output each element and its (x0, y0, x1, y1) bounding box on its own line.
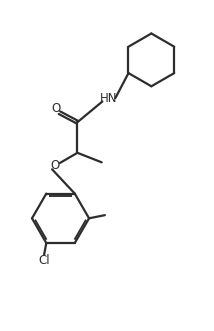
Text: HN: HN (100, 92, 118, 106)
Text: Cl: Cl (38, 254, 50, 267)
Text: O: O (51, 159, 60, 172)
Text: O: O (51, 102, 60, 115)
